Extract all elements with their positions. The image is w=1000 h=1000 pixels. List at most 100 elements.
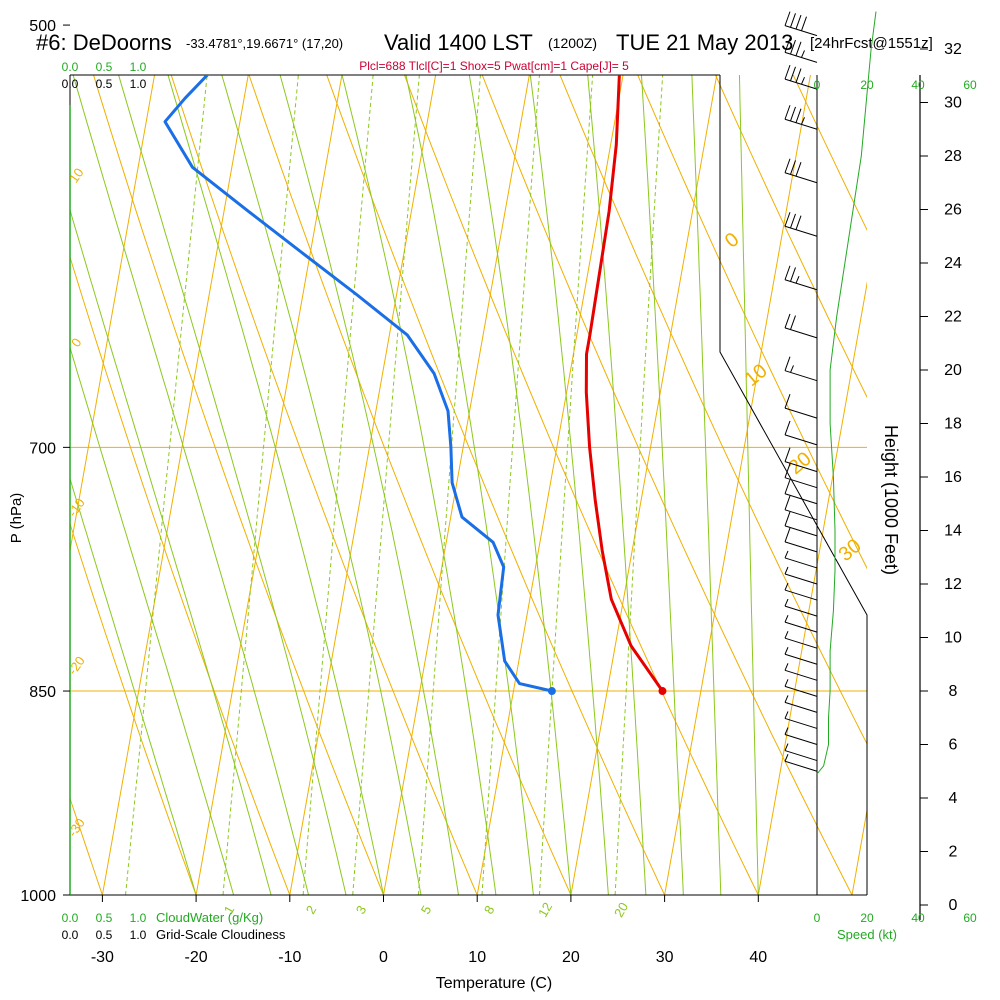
dry-adiabat — [637, 75, 867, 570]
cloudiness-bottom-tick: 0.0 — [62, 928, 79, 942]
moist-adiabat-label: 10 — [741, 360, 772, 391]
cloudwater-top-tick: 0.0 — [62, 60, 79, 74]
moist-adiabat — [738, 75, 759, 895]
moist-adiabat — [221, 75, 422, 895]
plot-frame — [69, 74, 921, 920]
speed-bottom-tick: 20 — [860, 911, 874, 925]
valid-time: Valid 1400 LST — [384, 30, 533, 55]
dry-adiabat — [403, 75, 759, 895]
wind-barb — [784, 64, 818, 90]
x-tick-label: 10 — [468, 949, 486, 966]
x-tick-label: 0 — [379, 949, 388, 966]
wind-barb — [784, 463, 818, 489]
wind-barb — [784, 727, 818, 745]
dry-adiabat — [593, 0, 1000, 956]
height-tick-label: 8 — [949, 683, 958, 700]
dry-adiabat — [531, 0, 1000, 956]
y2-axis-title: Height (1000 Feet) — [881, 425, 901, 575]
height-tick-label: 30 — [944, 95, 962, 112]
mixing-ratio-line — [538, 75, 594, 895]
wind-barb — [784, 647, 818, 665]
wind-barb — [784, 212, 818, 237]
mixing-ratio-label: 5 — [418, 903, 435, 917]
cloudiness-top-tick: 1.0 — [130, 77, 147, 91]
p-tick-label: 850 — [29, 684, 56, 701]
moist-adiabat — [167, 75, 384, 895]
forecast-date: TUE 21 May 2013 — [616, 30, 793, 55]
height-tick-label: 18 — [944, 416, 962, 433]
wind-barb — [784, 614, 818, 633]
moist-adiabat — [70, 345, 235, 895]
moist-adiabat — [468, 75, 572, 895]
moist-adiabat — [341, 75, 497, 895]
cloudwater-top-tick: 0.5 — [96, 60, 113, 74]
background-lines — [0, 0, 1000, 956]
utc-time: (1200Z) — [548, 35, 597, 51]
p-tick-label: 500 — [29, 18, 56, 35]
mixing-ratio-line — [614, 75, 664, 895]
right-boundary-line — [719, 75, 868, 895]
p-tick-label: 700 — [29, 440, 56, 457]
wind-barb — [784, 598, 818, 617]
wind-barb — [784, 393, 818, 419]
dry-adiabat — [170, 75, 478, 895]
isotherm — [0, 0, 46, 956]
mixing-ratio-line — [352, 75, 420, 895]
wind-barb — [784, 679, 818, 697]
mixing-ratio-label: 8 — [481, 903, 498, 917]
cloudwater-bottom-tick: 0.5 — [96, 911, 113, 925]
height-tick-label: 2 — [949, 844, 958, 861]
moist-adiabat — [691, 75, 722, 895]
dry-adiabat-label: 10 — [66, 165, 87, 185]
wind-barb — [784, 527, 818, 553]
wind-barb — [784, 566, 818, 585]
mixing-ratio-label: 20 — [611, 900, 631, 920]
height-tick-label: 24 — [944, 255, 962, 272]
dry-adiabat-label: -30 — [65, 815, 88, 839]
height-tick-label: 20 — [944, 362, 962, 379]
wind-panel — [784, 11, 877, 775]
moist-adiabat-label: 30 — [835, 535, 866, 566]
isotherm — [476, 75, 624, 895]
wind-barb — [784, 356, 818, 382]
x-tick-label: 30 — [656, 949, 674, 966]
wind-barb — [784, 695, 818, 713]
moist-adiabat — [70, 208, 272, 895]
wind-barb — [784, 313, 818, 339]
isotherm — [195, 75, 343, 895]
cloudwater-bottom-tick: 1.0 — [130, 911, 147, 925]
wind-barb — [784, 495, 818, 521]
mixing-ratio-line — [125, 75, 208, 895]
x-tick-label: 40 — [749, 949, 767, 966]
moist-adiabat — [72, 75, 309, 895]
dry-adiabat — [559, 75, 867, 745]
isotherm — [664, 75, 811, 895]
speed-bottom-tick: 40 — [911, 911, 925, 925]
profiles — [163, 75, 667, 696]
mixing-ratio-line — [302, 75, 374, 895]
isotherm — [382, 75, 530, 895]
y-axis-title: P (hPa) — [8, 493, 25, 544]
dry-adiabat — [792, 75, 867, 232]
isotherm — [70, 75, 156, 554]
height-tick-label: 26 — [944, 202, 962, 219]
height-tick-label: 4 — [949, 790, 958, 807]
dry-adiabat — [714, 75, 867, 399]
dry-adiabat — [70, 522, 197, 895]
speed-top-tick: 20 — [860, 78, 874, 92]
height-tick-label: 16 — [944, 469, 962, 486]
cloudwater-bottom-tick: 0.0 — [62, 911, 79, 925]
speed-top-tick: 40 — [911, 78, 925, 92]
moist-adiabat — [405, 75, 534, 895]
p-tick-label: 1000 — [20, 888, 56, 905]
dry-adiabat — [70, 255, 291, 895]
mixing-ratio-line — [481, 75, 540, 895]
cloud-scales: 0.00.00.00.00.50.50.50.51.01.01.01.00020… — [62, 60, 977, 942]
moist-adiabat — [587, 75, 647, 895]
mixing-ratio-label: 12 — [535, 900, 555, 920]
cloudiness-bottom-tick: 0.5 — [96, 928, 113, 942]
moist-adiabat — [640, 75, 684, 895]
height-tick-label: 0 — [949, 897, 958, 914]
